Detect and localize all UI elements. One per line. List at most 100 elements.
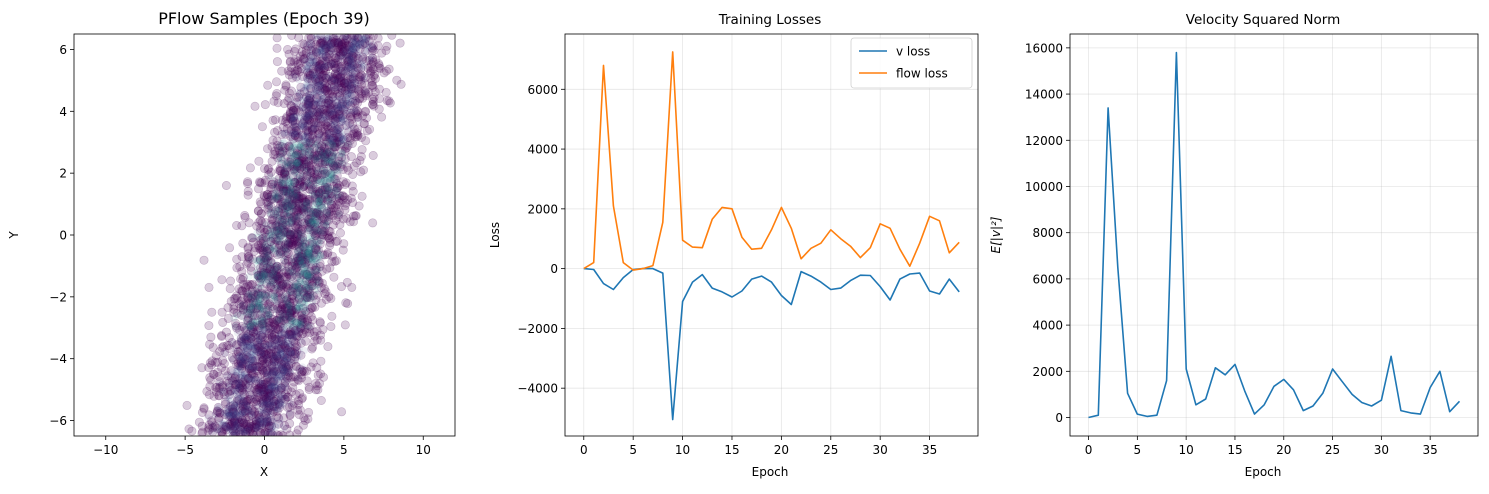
- scatter-point: [233, 394, 243, 404]
- scatter-point: [290, 177, 300, 187]
- density-point: [294, 286, 302, 294]
- x-tick-label: 25: [1325, 443, 1340, 457]
- x-tick-label: 35: [1423, 443, 1438, 457]
- scatter-point: [308, 108, 318, 118]
- scatter-point: [264, 163, 274, 173]
- scatter-point: [266, 428, 276, 436]
- scatter-point: [273, 153, 283, 163]
- scatter-point: [336, 57, 346, 67]
- scatter-point: [288, 323, 298, 333]
- y-tick-label: 6000: [527, 83, 558, 97]
- density-point: [294, 318, 303, 326]
- density-point: [231, 401, 239, 410]
- scatter-point: [340, 320, 350, 330]
- series-line-0: [583, 267, 960, 421]
- scatter-point: [341, 298, 351, 308]
- scatter-point: [351, 211, 361, 221]
- scatter-point: [232, 359, 242, 369]
- density-point: [300, 268, 308, 276]
- points-group: [182, 34, 406, 436]
- scatter-point: [227, 416, 237, 426]
- scatter-point: [299, 203, 309, 213]
- scatter-point: [269, 319, 279, 329]
- density-point: [246, 255, 254, 264]
- scatter-point: [249, 406, 259, 416]
- scatter-point: [274, 314, 284, 324]
- scatter-point: [263, 392, 273, 402]
- scatter-point: [306, 165, 316, 175]
- scatter-point: [352, 132, 362, 142]
- scatter-point: [256, 274, 266, 284]
- scatter-point: [327, 311, 337, 321]
- y-tick-label: 2: [59, 167, 67, 181]
- scatter-point: [232, 263, 242, 273]
- density-point: [344, 107, 352, 115]
- density-point: [242, 382, 250, 390]
- density-point: [273, 317, 282, 325]
- scatter-point: [286, 67, 296, 77]
- scatter-point: [285, 234, 295, 244]
- scatter-point: [268, 354, 278, 364]
- scatter-point: [329, 162, 339, 172]
- density-point: [324, 188, 332, 196]
- density-point: [233, 311, 241, 319]
- scatter-point: [243, 244, 253, 254]
- density-point: [303, 76, 312, 84]
- scatter-point: [318, 227, 328, 237]
- scatter-point: [275, 322, 285, 332]
- scatter-point: [237, 310, 247, 320]
- scatter-point: [336, 50, 346, 60]
- density-point: [312, 180, 321, 188]
- scatter-point: [244, 218, 254, 228]
- scatter-point: [215, 408, 225, 418]
- y-tick-label: 0: [1055, 411, 1063, 425]
- density-point: [275, 230, 283, 238]
- legend-label-v-loss: v loss: [896, 45, 930, 59]
- scatter-point: [268, 135, 278, 145]
- scatter-point: [323, 231, 333, 241]
- scatter-point: [337, 68, 347, 78]
- scatter-point: [250, 322, 260, 332]
- scatter-point: [199, 255, 209, 265]
- scatter-point: [335, 139, 345, 149]
- scatter-point: [306, 211, 316, 221]
- scatter-point: [316, 395, 326, 405]
- scatter-point: [261, 271, 271, 281]
- scatter-point: [307, 344, 317, 354]
- density-point: [272, 306, 280, 314]
- x-axis-label: Epoch: [752, 465, 789, 479]
- scatter-point: [304, 133, 314, 143]
- scatter-point: [273, 356, 283, 366]
- x-tick-label: 0: [1085, 443, 1093, 457]
- density-point: [287, 96, 295, 104]
- scatter-point: [236, 399, 246, 409]
- scatter-point: [308, 261, 318, 271]
- density-point: [264, 415, 272, 423]
- density-point: [313, 267, 321, 275]
- scatter-point: [248, 369, 258, 379]
- scatter-point: [294, 34, 304, 43]
- scatter-point: [297, 253, 307, 263]
- scatter-point: [335, 220, 345, 230]
- scatter-point: [194, 417, 204, 427]
- scatter-point: [269, 248, 279, 258]
- density-point: [272, 185, 280, 193]
- scatter-point: [240, 211, 250, 221]
- density-point: [298, 337, 306, 345]
- density-point: [305, 50, 313, 58]
- scatter-point: [302, 320, 312, 330]
- scatter-point: [329, 203, 339, 213]
- scatter-point: [298, 119, 308, 129]
- scatter-point: [248, 430, 258, 436]
- scatter-point: [262, 373, 272, 383]
- density-point: [294, 374, 302, 382]
- scatter-point: [231, 318, 241, 328]
- scatter-point: [229, 304, 239, 314]
- scatter-point: [256, 199, 266, 209]
- scatter-point: [267, 340, 277, 350]
- density-point: [258, 233, 266, 241]
- density-point: [301, 205, 309, 213]
- density-point: [272, 341, 280, 349]
- scatter-point: [301, 162, 311, 172]
- scatter-point: [241, 430, 251, 436]
